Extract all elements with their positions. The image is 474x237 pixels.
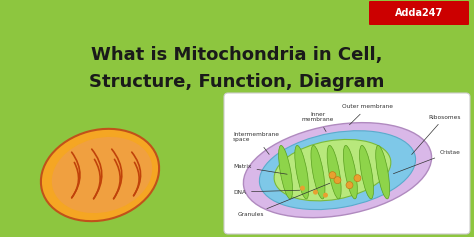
FancyArrowPatch shape (114, 159, 120, 199)
Text: What is Mitochondria in Cell,: What is Mitochondria in Cell, (91, 46, 383, 64)
Ellipse shape (329, 172, 336, 179)
Ellipse shape (259, 131, 416, 210)
FancyArrowPatch shape (134, 162, 139, 196)
FancyBboxPatch shape (224, 93, 470, 234)
Ellipse shape (346, 182, 353, 189)
Ellipse shape (354, 175, 361, 182)
Ellipse shape (52, 137, 152, 213)
FancyArrowPatch shape (112, 149, 122, 199)
FancyArrowPatch shape (72, 162, 79, 198)
Text: Structure, Function, Diagram: Structure, Function, Diagram (89, 73, 385, 91)
Ellipse shape (343, 146, 357, 199)
FancyArrowPatch shape (132, 152, 141, 196)
Ellipse shape (300, 186, 305, 191)
Ellipse shape (279, 146, 292, 199)
Text: Adda247: Adda247 (395, 8, 443, 18)
Text: Ribosomes: Ribosomes (412, 114, 461, 155)
Ellipse shape (376, 146, 390, 199)
Ellipse shape (323, 193, 328, 198)
Text: Cristae: Cristae (393, 150, 461, 174)
Text: Matrix: Matrix (233, 164, 287, 174)
Ellipse shape (327, 146, 341, 199)
Ellipse shape (311, 146, 325, 199)
FancyArrowPatch shape (92, 149, 102, 199)
Text: Inner
membrane: Inner membrane (301, 112, 334, 132)
Ellipse shape (243, 123, 431, 218)
FancyArrowPatch shape (93, 159, 100, 199)
Ellipse shape (274, 139, 391, 201)
Text: Outer membrane: Outer membrane (342, 105, 393, 125)
Ellipse shape (295, 146, 309, 199)
Ellipse shape (41, 129, 159, 221)
Ellipse shape (334, 177, 341, 184)
Text: DNA: DNA (233, 190, 300, 195)
Text: Intermembrane
space: Intermembrane space (233, 132, 279, 154)
Text: Granules: Granules (238, 183, 330, 218)
FancyBboxPatch shape (369, 1, 469, 25)
Ellipse shape (359, 146, 374, 199)
FancyArrowPatch shape (72, 152, 80, 198)
Ellipse shape (313, 190, 318, 195)
